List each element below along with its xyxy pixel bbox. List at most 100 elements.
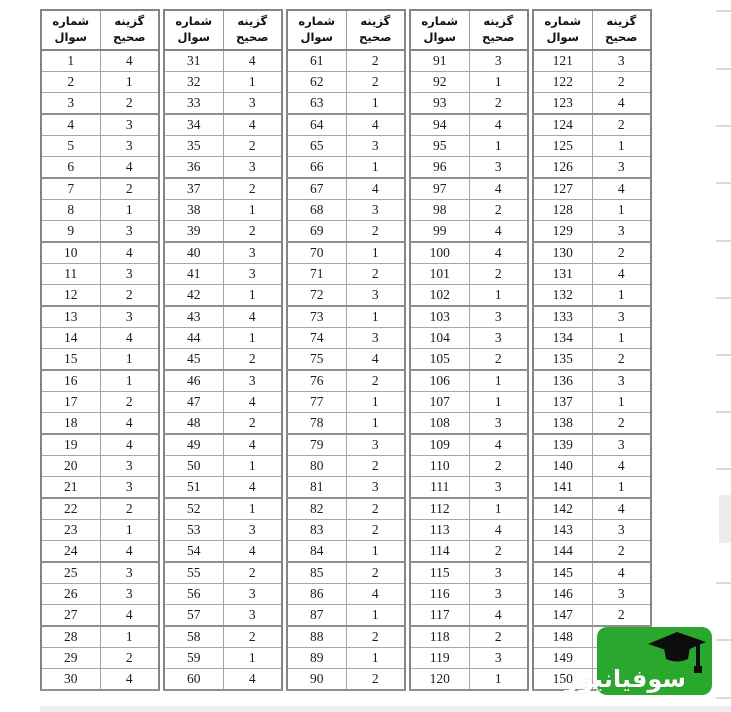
table-row: 79 3 <box>286 433 406 456</box>
page-edge-dash <box>716 68 731 70</box>
question-number-cell: 25 <box>40 561 101 584</box>
answer-cell: 3 <box>591 156 652 179</box>
scrollbar-thumb[interactable] <box>719 495 731 543</box>
table-row: 124 2 <box>532 113 652 136</box>
question-number-cell: 53 <box>163 519 224 541</box>
question-number-cell: 149 <box>532 647 593 669</box>
question-number-cell: 52 <box>163 497 224 520</box>
table-row: 46 3 <box>163 369 283 392</box>
answer-cell: 4 <box>468 519 529 541</box>
question-number-cell: 99 <box>409 220 470 243</box>
answer-cell: 4 <box>99 604 160 627</box>
question-number-cell: 1 <box>40 49 101 72</box>
table-row: 75 4 <box>286 348 406 371</box>
table-row: 143 3 <box>532 519 652 541</box>
answer-cell: 3 <box>222 263 283 285</box>
question-number-cell: 55 <box>163 561 224 584</box>
answer-cell: 3 <box>468 327 529 349</box>
table-row: 18 4 <box>40 412 160 435</box>
table-row: 49 4 <box>163 433 283 456</box>
table-row: 50 1 <box>163 455 283 477</box>
question-number-cell: 9 <box>40 220 101 243</box>
question-number-cell: 119 <box>409 647 470 669</box>
answer-cell: 4 <box>99 241 160 264</box>
question-number-cell: 19 <box>40 433 101 456</box>
table-row: 94 4 <box>409 113 529 136</box>
question-number-cell: 64 <box>286 113 347 136</box>
answer-table-91-120: شماره سوال گزینه صحیح 91 3 92 1 93 2 94 4 95 1 96 3 97… <box>409 9 529 691</box>
question-number-cell: 138 <box>532 412 593 435</box>
answer-cell: 3 <box>591 583 652 605</box>
answer-cell: 2 <box>345 455 406 477</box>
answer-cell: 4 <box>99 412 160 435</box>
question-number-cell: 46 <box>163 369 224 392</box>
answer-cell: 2 <box>99 647 160 669</box>
answer-cell: 4 <box>99 540 160 563</box>
question-number-cell: 139 <box>532 433 593 456</box>
table-row: 133 3 <box>532 305 652 328</box>
table-row: 72 3 <box>286 284 406 307</box>
table-row: 34 4 <box>163 113 283 136</box>
answer-cell: 2 <box>99 177 160 200</box>
question-number-cell: 54 <box>163 540 224 563</box>
answer-cell: 3 <box>99 476 160 499</box>
question-number-cell: 112 <box>409 497 470 520</box>
table-row: 83 2 <box>286 519 406 541</box>
table-row: 95 1 <box>409 135 529 157</box>
table-row: 105 2 <box>409 348 529 371</box>
table-row: 40 3 <box>163 241 283 264</box>
question-number-cell: 30 <box>40 668 101 691</box>
question-number-cell: 75 <box>286 348 347 371</box>
question-number-cell: 77 <box>286 391 347 413</box>
table-row: 102 1 <box>409 284 529 307</box>
answer-cell: 2 <box>345 49 406 72</box>
table-row: 134 1 <box>532 327 652 349</box>
answer-cell: 1 <box>99 348 160 371</box>
table-row: 98 2 <box>409 199 529 221</box>
question-number-cell: 134 <box>532 327 593 349</box>
answer-cell: 3 <box>222 92 283 115</box>
answer-cell: 4 <box>468 177 529 200</box>
question-number-cell: 124 <box>532 113 593 136</box>
table-row: 137 1 <box>532 391 652 413</box>
table-row: 16 1 <box>40 369 160 392</box>
table-row: 45 2 <box>163 348 283 371</box>
answer-cell: 3 <box>345 135 406 157</box>
question-number-cell: 84 <box>286 540 347 563</box>
question-number-cell: 80 <box>286 455 347 477</box>
answer-cell: 3 <box>99 305 160 328</box>
page-edge-dash <box>716 582 731 584</box>
table-row: 20 3 <box>40 455 160 477</box>
table-row: 88 2 <box>286 625 406 648</box>
question-number-cell: 94 <box>409 113 470 136</box>
question-number-cell: 93 <box>409 92 470 115</box>
question-number-cell: 69 <box>286 220 347 243</box>
question-number-cell: 89 <box>286 647 347 669</box>
table-row: 87 1 <box>286 604 406 627</box>
table-row: 116 3 <box>409 583 529 605</box>
answer-cell: 1 <box>99 625 160 648</box>
table-row: 48 2 <box>163 412 283 435</box>
table-row: 141 1 <box>532 476 652 499</box>
answer-cell: 3 <box>99 263 160 285</box>
table-row: 66 1 <box>286 156 406 179</box>
question-number-cell: 61 <box>286 49 347 72</box>
question-number-cell: 31 <box>163 49 224 72</box>
table-row: 121 3 <box>532 49 652 72</box>
answer-cell: 3 <box>99 455 160 477</box>
answer-cell: 1 <box>222 497 283 520</box>
question-number-cell: 47 <box>163 391 224 413</box>
answer-cell: 4 <box>468 604 529 627</box>
answer-cell: 3 <box>222 604 283 627</box>
answer-cell: 2 <box>99 497 160 520</box>
question-number-cell: 143 <box>532 519 593 541</box>
question-number-cell: 115 <box>409 561 470 584</box>
question-number-cell: 88 <box>286 625 347 648</box>
table-row: 23 1 <box>40 519 160 541</box>
table-row: 131 4 <box>532 263 652 285</box>
table-row: 119 3 <box>409 647 529 669</box>
answer-cell: 4 <box>468 433 529 456</box>
table-row: 65 3 <box>286 135 406 157</box>
